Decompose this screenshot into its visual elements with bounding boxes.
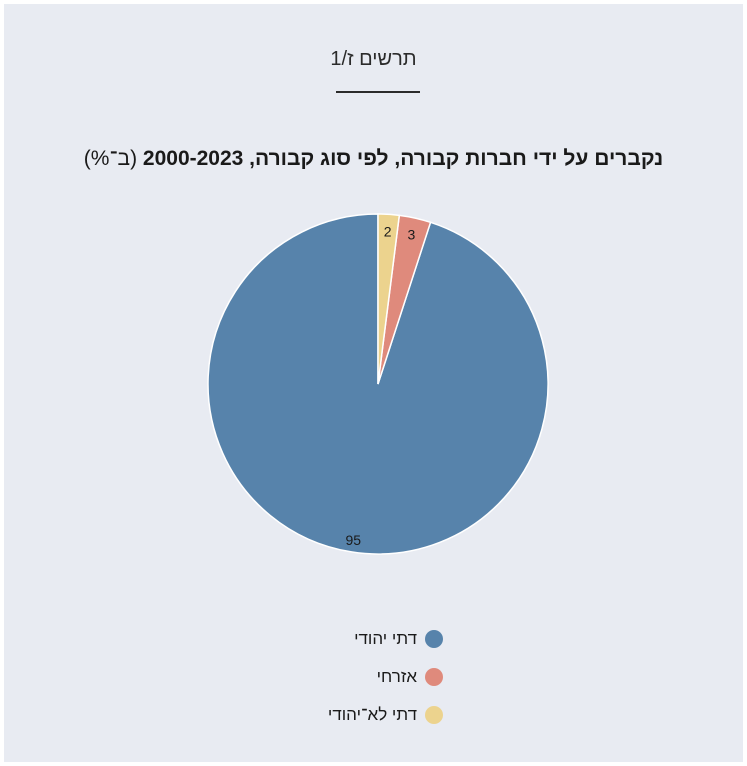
legend-label: דתי יהודי — [354, 629, 417, 648]
figure-label-underline — [336, 91, 420, 93]
chart-legend: דתי יהודי אזרחי דתי לא־יהודי — [328, 620, 443, 734]
legend-swatch — [425, 630, 443, 648]
pie-value-label-0: 95 — [345, 532, 361, 548]
pie-labels: 95 32 — [345, 223, 415, 548]
pie-slice-0 — [207, 213, 549, 555]
chart-title: נקברים על ידי חברות קבורה, לפי סוג קבורה… — [142, 147, 664, 170]
legend-swatch — [425, 706, 443, 724]
figure-label: תרשים ז/1 — [330, 48, 417, 70]
legend-item-2: דתי לא־יהודי — [328, 696, 443, 734]
legend-item-1: אזרחי — [328, 658, 443, 696]
chart-title-row: נקברים על ידי חברות קבורה, לפי סוג קבורה… — [4, 147, 743, 171]
chart-unit-note: (ב־%) — [83, 147, 138, 170]
pie-value-label-1: 3 — [407, 227, 415, 243]
legend-label: דתי לא־יהודי — [327, 705, 417, 724]
pie-slices — [207, 213, 549, 555]
legend-item-0: דתי יהודי — [328, 620, 443, 658]
chart-card: תרשים ז/1 נקברים על ידי חברות קבורה, לפי… — [4, 4, 743, 762]
legend-label: אזרחי — [376, 667, 417, 686]
pie-chart: 95 32 — [207, 213, 549, 555]
pie-slice-2 — [377, 213, 401, 385]
legend-swatch — [425, 668, 443, 686]
pie-value-label-2: 2 — [384, 223, 392, 239]
